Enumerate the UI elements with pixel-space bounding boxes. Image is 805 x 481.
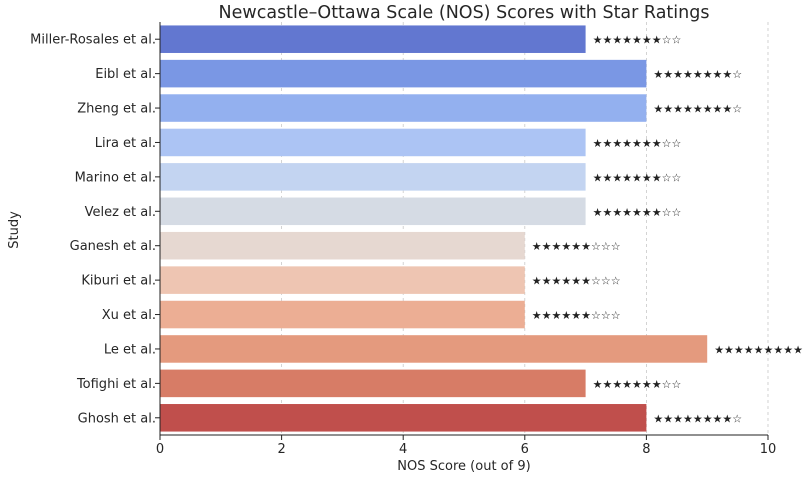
x-tick-label: 10 [760, 442, 777, 457]
bar [160, 300, 525, 329]
category-label: Eibl et al. [95, 67, 156, 82]
category-label: Velez et al. [85, 205, 156, 220]
labels: 0 2 4 6 8 10 Miller-Rosales et al. ★★★★★★★☆☆ Eib… [30, 33, 803, 457]
x-tick-label: 4 [399, 442, 407, 457]
category-label: Le et al. [104, 342, 156, 357]
star-label: ★★★★★★☆☆☆ [532, 275, 621, 288]
star-label: ★★★★★★☆☆☆ [532, 240, 621, 253]
x-tick-label: 0 [156, 442, 164, 457]
bar [160, 335, 708, 363]
star-label: ★★★★★★★★☆ [653, 68, 742, 81]
category-label: Miller-Rosales et al. [30, 33, 156, 48]
star-label: ★★★★★★★★★ [714, 343, 803, 356]
bar [160, 266, 525, 294]
bar [160, 25, 586, 53]
category-label: Ghosh et al. [78, 411, 156, 426]
star-label: ★★★★★★★☆☆ [593, 171, 682, 184]
bar [160, 128, 586, 157]
star-label: ★★★★★★★☆☆ [593, 34, 682, 47]
x-tick-label: 8 [642, 442, 650, 457]
category-label: Lira et al. [95, 136, 156, 151]
y-axis-label: Study [7, 211, 22, 249]
category-label: Ganesh et al. [70, 239, 156, 254]
star-label: ★★★★★★★★☆ [653, 103, 742, 116]
star-label: ★★★★★★★☆☆ [593, 137, 682, 150]
category-label: Tofighi et al. [76, 377, 156, 392]
category-label: Xu et al. [102, 308, 156, 323]
bar [160, 404, 647, 432]
x-tick-label: 2 [277, 442, 285, 457]
x-tick-label: 6 [521, 442, 529, 457]
bar [160, 59, 647, 88]
star-label: ★★★★★★★☆☆ [593, 206, 682, 219]
bar [160, 231, 525, 260]
x-axis-label: NOS Score (out of 9) [397, 459, 530, 474]
category-label: Kiburi et al. [81, 274, 156, 289]
category-label: Zheng et al. [77, 102, 156, 117]
star-label: ★★★★★★☆☆☆ [532, 309, 621, 322]
chart-title: Newcastle–Ottawa Scale (NOS) Scores with… [219, 3, 710, 23]
star-label: ★★★★★★★☆☆ [593, 378, 682, 391]
axes [159, 22, 768, 436]
category-label: Marino et al. [75, 170, 156, 185]
bar [160, 197, 586, 226]
star-label: ★★★★★★★★☆ [653, 412, 742, 425]
bars [160, 25, 708, 432]
bar [160, 94, 647, 122]
bar [160, 369, 586, 398]
bar [160, 163, 586, 191]
grid-lines [281, 22, 769, 435]
